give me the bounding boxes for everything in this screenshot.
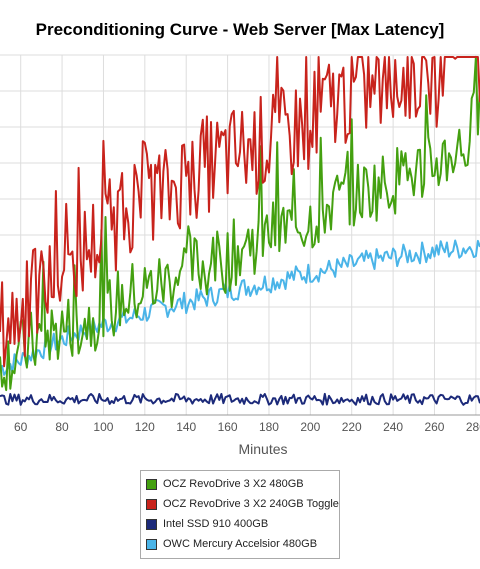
legend-label-1: OCZ RevoDrive 3 X2 480GB [163,478,304,490]
x-tick-label: 240 [383,420,403,434]
legend-label-3: Intel SSD 910 400GB [163,518,269,530]
x-tick-label: 80 [55,420,69,434]
x-tick-labels: 60 80 100 120 140 160 180 200 220 240 260 280 [14,420,480,434]
legend-swatch-4 [146,538,157,550]
x-tick-label: 100 [93,420,113,434]
legend-label-2: OCZ RevoDrive 3 X2 240GB Toggle [163,498,339,510]
chart-title: Preconditioning Curve - Web Server [Max … [35,20,445,39]
legend: OCZ RevoDrive 3 X2 480GB OCZ RevoDrive 3… [140,470,340,559]
series-line-1 [0,56,480,392]
series-line-3 [0,392,480,406]
legend-swatch-3 [146,518,157,530]
x-tick-label: 120 [135,420,155,434]
grid [0,54,480,416]
series-line-2 [0,56,480,368]
x-tick-label: 60 [14,420,28,434]
x-axis-label: Minutes [238,441,287,457]
x-tick-label: 140 [176,420,196,434]
legend-item: OCZ RevoDrive 3 X2 480GB [141,474,339,494]
x-tick-label: 280 [466,420,480,434]
legend-item: OWC Mercury Accelsior 480GB [141,534,339,554]
legend-swatch-2 [146,498,157,510]
legend-swatch-1 [146,478,157,490]
series-lines [0,56,480,406]
x-tick-label: 220 [342,420,362,434]
x-tick-label: 180 [259,420,279,434]
x-tick-label: 160 [218,420,238,434]
series-line-4 [0,239,480,376]
legend-label-4: OWC Mercury Accelsior 480GB [163,538,318,550]
legend-item: OCZ RevoDrive 3 X2 240GB Toggle [141,494,339,514]
x-tick-label: 200 [300,420,320,434]
legend-item: Intel SSD 910 400GB [141,514,339,534]
x-tick-label: 260 [424,420,444,434]
